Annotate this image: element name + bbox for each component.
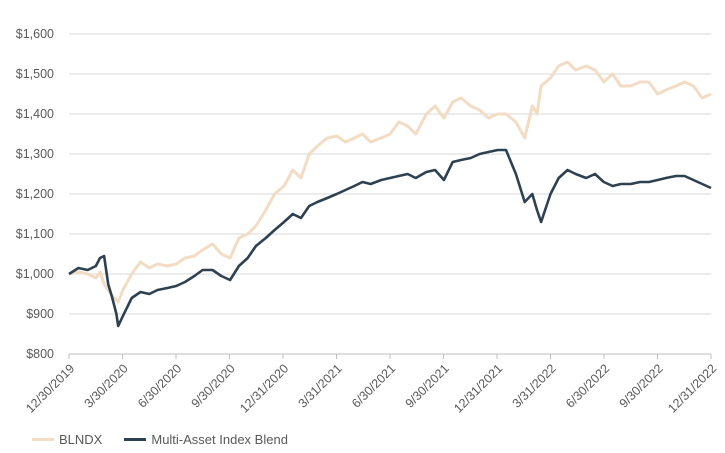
y-tick-label: $1,000 xyxy=(16,267,54,281)
x-tick-label: 9/30/2021 xyxy=(403,361,452,410)
gridlines xyxy=(69,33,711,315)
legend-item-blndx[interactable]: BLNDX xyxy=(32,432,102,447)
y-axis-tick-labels: $800 $900 $1,000 $1,100 $1,200 $1,300 $1,400 $1… xyxy=(16,27,54,361)
y-tick-label: $1,300 xyxy=(16,147,54,161)
legend-swatch-blndx xyxy=(32,437,54,441)
line-chart: $800 $900 $1,000 $1,100 $1,200 $1,300 $1,400 $1… xyxy=(16,27,720,416)
series-lines xyxy=(68,60,712,328)
y-tick-label: $1,500 xyxy=(16,67,54,81)
x-tick-label: 9/30/2020 xyxy=(189,361,238,410)
x-tick-label: 12/31/2022 xyxy=(665,361,719,415)
x-tick-label: 6/30/2022 xyxy=(563,361,612,410)
legend: BLNDX Multi-Asset Index Blend xyxy=(32,430,310,448)
x-tick-label: 12/31/2020 xyxy=(237,361,291,415)
y-tick-label: $900 xyxy=(26,307,54,321)
x-axis xyxy=(68,353,712,359)
y-tick-label: $1,100 xyxy=(16,227,54,241)
x-tick-label: 3/31/2022 xyxy=(510,361,559,410)
x-tick-label: 3/31/2021 xyxy=(296,361,345,410)
x-tick-label: 9/30/2022 xyxy=(617,361,666,410)
legend-swatch-multi-asset-index-blend xyxy=(124,437,147,441)
x-axis-tick-labels: 12/30/2019 3/30/2020 6/30/2020 9/30/2020 12/… xyxy=(23,361,719,415)
y-tick-label: $1,200 xyxy=(16,187,54,201)
x-tick-label: 3/30/2020 xyxy=(82,361,131,410)
y-tick-label: $1,400 xyxy=(16,107,54,121)
series-line-multi-asset-index-blend xyxy=(68,148,712,328)
y-tick-label: $800 xyxy=(26,347,54,361)
y-tick-label: $1,600 xyxy=(16,27,54,41)
x-tick-label: 12/30/2019 xyxy=(23,361,77,415)
x-tick-label: 12/31/2021 xyxy=(451,361,505,415)
x-tick-label: 6/30/2021 xyxy=(349,361,398,410)
series-line-blndx xyxy=(68,60,712,304)
legend-item-multi-asset-index-blend[interactable]: Multi-Asset Index Blend xyxy=(124,432,288,447)
x-tick-label: 6/30/2020 xyxy=(135,361,184,410)
legend-label-blndx: BLNDX xyxy=(59,431,103,447)
legend-label-multi-asset-index-blend: Multi-Asset Index Blend xyxy=(151,431,288,447)
